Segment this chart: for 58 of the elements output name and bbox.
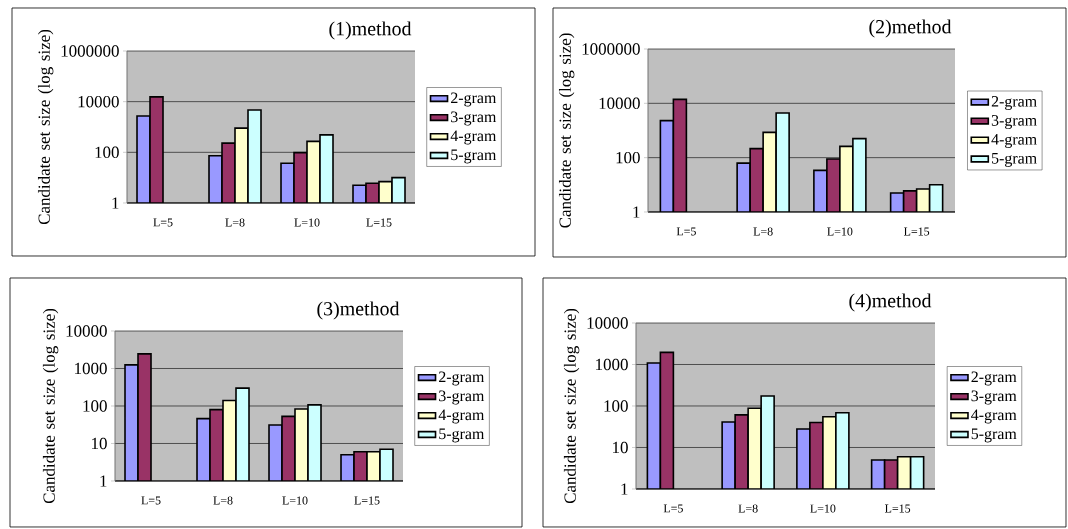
legend-label: 3-gram — [439, 390, 485, 405]
x-tick-label: L=8 — [225, 218, 245, 227]
legend-label: 5-gram — [439, 428, 485, 443]
y-tick-label: 1 — [633, 206, 640, 218]
legend-label: 5-gram — [971, 428, 1017, 443]
y-tick-label: 1 — [112, 197, 119, 209]
y-tick-label: 100 — [83, 400, 107, 412]
y-tick-label: 1000 — [75, 362, 107, 375]
legend-label: 4-gram — [991, 134, 1037, 148]
x-tick-label: L=5 — [153, 218, 173, 227]
x-tick-label: L=8 — [213, 496, 233, 505]
x-tick-label: L=10 — [282, 496, 308, 505]
y-axis-title: Candidate set size (log size) — [563, 308, 580, 504]
legend-label: 5-gram — [451, 149, 497, 164]
chart-title: (4)method — [849, 293, 932, 312]
legend-label: 2-gram — [991, 96, 1037, 110]
x-tick-label: L=10 — [827, 227, 853, 236]
legend-label: 3-gram — [991, 115, 1037, 130]
legend-label: 5-gram — [992, 153, 1037, 167]
y-tick-label: 1000000 — [61, 45, 119, 57]
x-tick-label: L=15 — [884, 504, 911, 513]
x-tick-label: L=5 — [676, 227, 696, 236]
x-tick-label: L=8 — [753, 227, 773, 236]
y-tick-label: 100 — [604, 400, 628, 412]
y-tick-label: 1 — [621, 483, 628, 495]
chart-title: (1)method — [329, 21, 412, 40]
legend-label: 2-gram — [451, 92, 497, 107]
y-tick-label: 10000 — [78, 95, 119, 108]
y-axis-title: Candidate set size (log size) — [42, 308, 59, 504]
x-tick-label: L=10 — [294, 218, 320, 227]
x-tick-label: L=10 — [810, 504, 836, 513]
y-axis-title: Candidate set size (log size) — [558, 33, 575, 228]
x-tick-label: L=15 — [366, 218, 392, 227]
y-tick-label: 100 — [95, 146, 119, 159]
y-tick-label: 10 — [613, 441, 628, 454]
legend-label: 4-gram — [971, 409, 1017, 424]
chart-title: (2)method — [869, 19, 952, 38]
y-tick-label: 1 — [100, 475, 107, 487]
y-tick-label: 1000 — [596, 358, 628, 371]
legend-label: 4-gram — [450, 130, 497, 145]
y-tick-label: 10 — [92, 437, 107, 450]
x-tick-label: L=8 — [738, 504, 758, 513]
legend-label: 3-gram — [451, 111, 497, 126]
y-tick-label: 10000 — [587, 317, 628, 329]
legend-label: 4-gram — [438, 409, 485, 424]
y-axis-title: Candidate set size (log size) — [37, 29, 54, 225]
y-tick-label: 1000000 — [582, 43, 640, 55]
x-tick-label: L=5 — [141, 496, 161, 505]
x-tick-label: L=15 — [903, 227, 930, 236]
chart-title: (3)method — [317, 301, 400, 320]
x-tick-label: L=5 — [663, 504, 683, 513]
y-tick-label: 10000 — [66, 325, 107, 337]
legend-label: 2-gram — [439, 371, 485, 386]
legend-label: 2-gram — [971, 371, 1017, 386]
x-tick-label: L=15 — [354, 496, 380, 505]
legend-label: 3-gram — [971, 390, 1017, 405]
y-tick-label: 100 — [616, 151, 640, 164]
y-tick-label: 10000 — [599, 97, 640, 110]
